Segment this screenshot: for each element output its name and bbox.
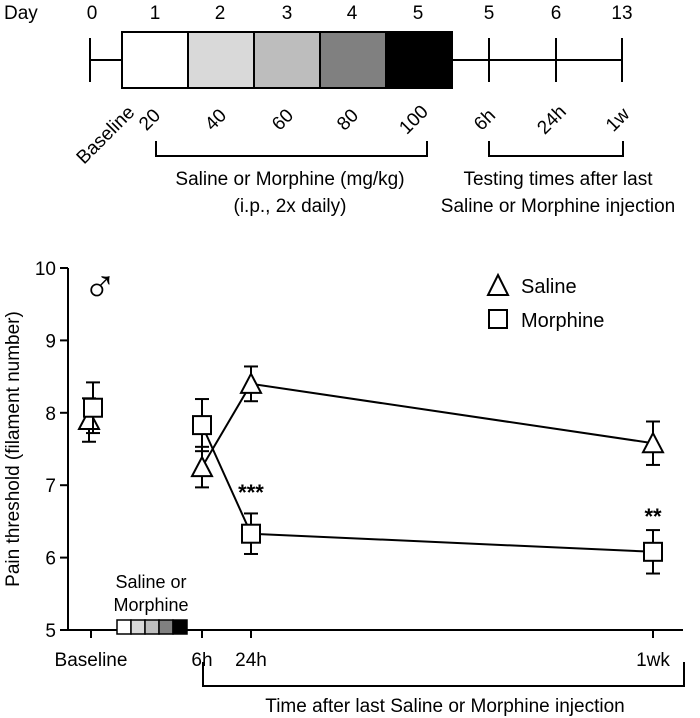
legend-morphine-label: Morphine	[521, 310, 604, 332]
day-number: 5	[413, 3, 424, 24]
dose-label: 20	[135, 105, 165, 135]
time-label: 1w	[602, 104, 634, 136]
dose-label: 100	[395, 101, 432, 138]
x-tick-label: Baseline	[55, 650, 128, 671]
time-label: 24h	[533, 101, 570, 138]
dose-box	[187, 31, 255, 89]
y-tick-label: 7	[45, 476, 56, 497]
x-tick-label: 24h	[235, 650, 267, 671]
significance-label: **	[644, 504, 662, 529]
dose-label: 80	[333, 105, 363, 135]
saline-point	[239, 371, 263, 394]
day-number: 2	[215, 3, 226, 24]
inset-dose-box	[172, 619, 188, 635]
dose-labels: 20 40 60 80 100	[135, 101, 433, 138]
day-label: Day	[4, 3, 38, 24]
male-symbol-icon: ♂	[83, 260, 118, 312]
y-axis-label: Pain threshold (filament number)	[3, 311, 24, 587]
time-label: 6h	[470, 105, 500, 135]
dose-box	[121, 31, 189, 89]
day-number: 6	[551, 3, 562, 24]
legend-saline-triangle-icon	[486, 272, 510, 296]
x-tick-label: 6h	[191, 650, 212, 671]
day-number: 1	[150, 3, 161, 24]
legend-saline-label: Saline	[521, 276, 577, 298]
morphine-point	[83, 397, 103, 418]
time-bracket	[202, 662, 685, 687]
inset-dose-box	[144, 619, 160, 635]
dose-box	[319, 31, 387, 89]
legend-morphine-square-icon	[488, 309, 508, 329]
series-line	[201, 424, 654, 553]
inset-dose-box	[116, 619, 132, 635]
dose-label: 40	[201, 105, 231, 135]
day-number: 13	[611, 3, 632, 24]
baseline-label: Baseline	[73, 102, 139, 168]
y-tick-label: 9	[45, 331, 56, 352]
inset-label-line1: Saline or	[115, 572, 186, 592]
chart: Pain threshold (filament number) 5 6 7 8 9 10…	[3, 259, 685, 717]
timeline-ticks	[89, 38, 623, 82]
dose-boxes	[121, 31, 453, 89]
x-ticks: Baseline 6h 24h 1wk	[55, 630, 670, 671]
timeline: Day 0 1 2 3 4 5 5 6 13 Baseline 20 40 60 80 100 6h 24…	[4, 3, 675, 217]
series-morphine	[83, 381, 663, 575]
morphine-point	[241, 523, 261, 544]
inset-dose-box	[158, 619, 174, 635]
y-tick-label: 10	[35, 259, 56, 280]
dose-label: 60	[268, 105, 298, 135]
testing-bracket	[488, 141, 624, 157]
treatment-bracket	[155, 141, 428, 157]
saline-point	[641, 431, 665, 454]
day-number: 0	[87, 3, 98, 24]
x-tick-label: 1wk	[636, 650, 670, 671]
inset-label-line2: Morphine	[113, 595, 188, 615]
annotations: *****	[238, 480, 662, 529]
y-ticks: 5 6 7 8 9 10	[35, 259, 68, 642]
series-layer	[77, 365, 665, 575]
y-tick-label: 8	[45, 404, 56, 425]
testing-caption-line1: Testing times after last	[463, 169, 653, 190]
treatment-caption-line2: (i.p., 2x daily)	[234, 196, 347, 217]
dose-box	[253, 31, 321, 89]
y-tick-label: 6	[45, 549, 56, 570]
saline-point	[190, 454, 214, 478]
legend: Saline Morphine	[486, 272, 604, 332]
morphine-point	[643, 541, 663, 562]
treatment-caption-line1: Saline or Morphine (mg/kg)	[175, 169, 404, 190]
series-line	[201, 382, 654, 468]
significance-label: ***	[238, 480, 264, 505]
inset-dose-box	[130, 619, 146, 635]
inset-dose-bar	[116, 619, 188, 635]
dose-box	[385, 31, 453, 89]
morphine-point	[192, 415, 212, 436]
bracket-caption: Time after last Saline or Morphine injec…	[265, 696, 624, 717]
day-number: 5	[484, 3, 495, 24]
day-numbers: 0 1 2 3 4 5 5 6 13	[87, 3, 633, 24]
day-number: 3	[282, 3, 293, 24]
testing-caption-line2: Saline or Morphine injection	[441, 196, 675, 217]
time-labels: 6h 24h 1w	[470, 101, 634, 138]
y-tick-label: 5	[45, 621, 56, 642]
series-saline	[77, 365, 665, 489]
day-number: 4	[347, 3, 358, 24]
